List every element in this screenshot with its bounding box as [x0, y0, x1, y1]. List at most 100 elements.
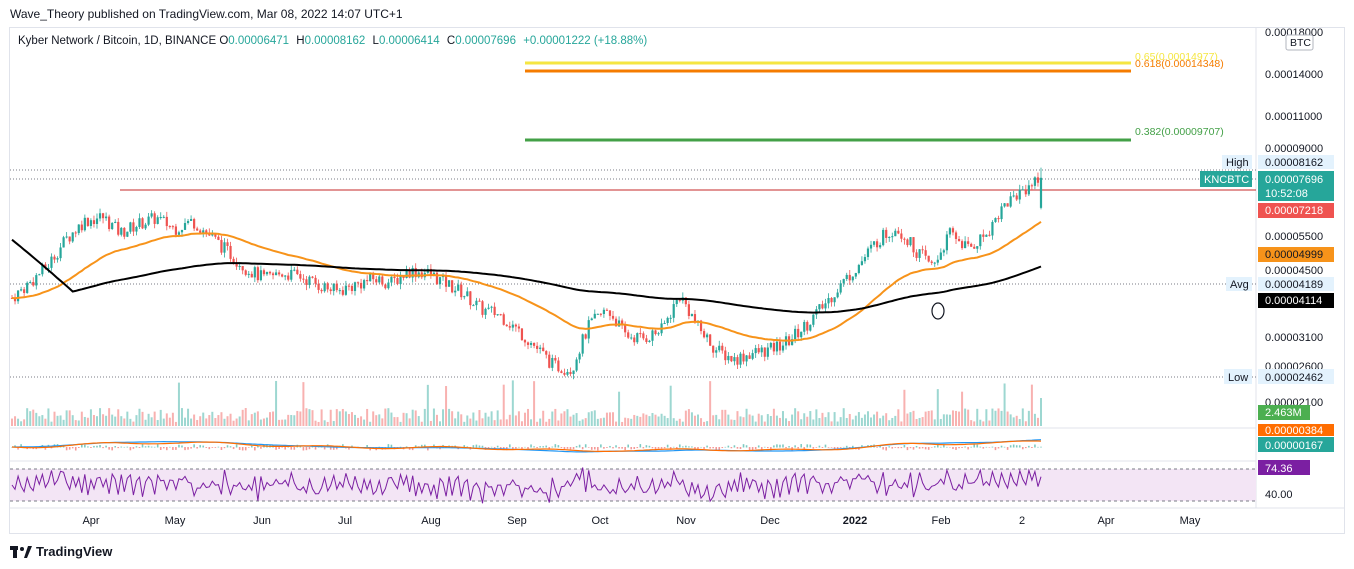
candle-body [909, 237, 912, 246]
candle-body [287, 275, 290, 280]
currency-badge[interactable] [1285, 34, 1314, 51]
candle-body [575, 359, 578, 371]
candle-body [970, 243, 973, 247]
macd-bar [715, 447, 718, 450]
volume-bar [748, 414, 751, 426]
volume-bar [426, 384, 429, 426]
candle-body [466, 291, 469, 297]
candle-body [803, 321, 806, 332]
candle-body [769, 342, 772, 348]
volume-bar [824, 417, 827, 426]
candle-body [108, 216, 111, 230]
macd-bar [342, 444, 344, 448]
candle-body [469, 291, 472, 306]
candle-body [80, 224, 83, 231]
candle-body [393, 276, 396, 279]
resistance-text: 0.00007218 [1265, 205, 1323, 217]
candle-body [135, 226, 138, 232]
time-tick-label: 2 [1019, 515, 1025, 527]
macd-bar [806, 444, 809, 448]
candle-body [954, 232, 958, 239]
macd-bar [712, 447, 714, 449]
candle-body [824, 303, 827, 309]
volume-bar [50, 421, 53, 426]
candle-body [241, 266, 244, 271]
macd-bar [575, 446, 578, 448]
price-tick-label: 0.00003100 [1265, 332, 1323, 344]
candle-body [238, 266, 241, 268]
avg-tag-text: Avg [1230, 279, 1249, 291]
candle-body [882, 229, 885, 246]
volume-bar [244, 408, 247, 426]
macd-bar [845, 445, 848, 448]
macd-bar [68, 447, 71, 450]
candle-body [757, 348, 760, 353]
volume-bar [678, 418, 681, 426]
rsi-text: 74.36 [1265, 463, 1293, 475]
volume-bar [712, 415, 715, 426]
candle-body [866, 248, 870, 258]
volume-bar [272, 411, 275, 426]
candle-body [736, 357, 739, 365]
volume-bar [171, 412, 174, 426]
candle-body [402, 276, 405, 278]
macd-bar [803, 447, 806, 451]
volume-bar [253, 412, 256, 426]
macd-bar [278, 447, 280, 449]
macd-bar [293, 447, 296, 450]
candle-body [675, 299, 678, 305]
candle-body [344, 285, 347, 295]
volume-bar [742, 417, 745, 426]
candle-body [460, 284, 463, 298]
volume-bar [202, 412, 205, 426]
volume-bar [654, 414, 657, 426]
candle-body [727, 355, 730, 361]
candle-body [13, 298, 17, 302]
macd-bar [96, 445, 98, 448]
candle-body [378, 276, 381, 283]
macd-value-text: 0.00000167 [1265, 440, 1323, 452]
candle-body [906, 239, 909, 246]
candle-body [699, 320, 703, 332]
volume-bar [727, 414, 730, 426]
volume-bar [627, 418, 630, 426]
macd-bar [703, 447, 705, 450]
chart-frame[interactable] [9, 27, 1345, 534]
candle-body [851, 276, 854, 281]
time-tick-label: Sep [507, 515, 527, 527]
candle-body [672, 304, 675, 318]
volume-bar [208, 415, 211, 426]
macd-bar [138, 447, 141, 449]
macd-bar [44, 447, 47, 450]
tradingview-footer[interactable]: TradingView [10, 544, 112, 559]
macd-bar [181, 445, 183, 448]
candle-body [599, 313, 602, 315]
macd-bar [748, 447, 751, 451]
volume-bar [502, 384, 505, 426]
candle-body [605, 309, 609, 311]
candle-body [891, 236, 894, 238]
volume-bar [921, 417, 924, 426]
candle-body [772, 342, 775, 352]
candle-body [563, 372, 566, 375]
volume-bar [697, 414, 699, 426]
macd-bar [424, 444, 426, 448]
macd-bar [675, 447, 678, 449]
macd-bar [736, 447, 739, 449]
candle-body [265, 271, 269, 275]
volume-bar [572, 414, 575, 426]
candle-body [985, 234, 988, 237]
macd-bar [894, 447, 897, 448]
macd-bar [812, 447, 815, 449]
volume-bar [985, 409, 988, 426]
rsi-tick-40: 40.00 [1265, 489, 1293, 501]
candle-body [539, 347, 542, 349]
candle-body [693, 314, 697, 322]
volume-bar [408, 418, 411, 426]
volume-bar [299, 411, 302, 426]
volume-bar [924, 411, 927, 426]
macd-bar [62, 445, 65, 448]
candle-body [23, 289, 26, 293]
macd-bar [202, 445, 205, 448]
